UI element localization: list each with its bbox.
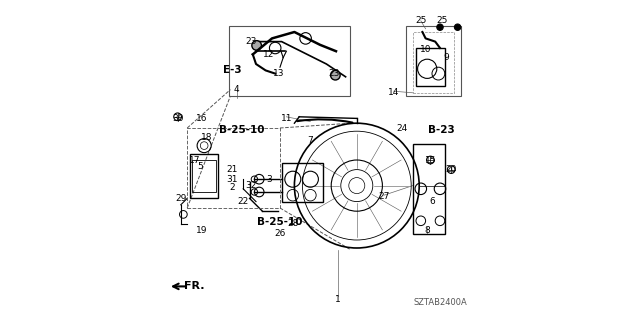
Bar [406, 26, 461, 96]
Bar [416, 48, 445, 86]
Text: 5: 5 [197, 162, 203, 171]
Circle shape [331, 70, 340, 80]
Circle shape [437, 24, 443, 30]
Text: 11: 11 [281, 114, 292, 123]
Text: 18: 18 [201, 133, 212, 142]
Text: B-25-10: B-25-10 [257, 217, 303, 228]
Text: 15: 15 [425, 156, 436, 164]
Text: 6: 6 [429, 197, 435, 206]
Text: 16: 16 [196, 114, 207, 123]
Text: 28: 28 [287, 220, 298, 228]
Text: 24: 24 [396, 124, 407, 132]
Text: 3: 3 [266, 175, 271, 184]
Text: 25: 25 [415, 16, 426, 25]
Text: B-23: B-23 [428, 124, 454, 135]
Text: 19: 19 [196, 226, 207, 235]
Text: B-25-10: B-25-10 [219, 124, 264, 135]
Text: 17: 17 [189, 156, 201, 164]
Text: 26: 26 [275, 229, 285, 238]
Circle shape [454, 24, 461, 30]
Text: FR.: FR. [184, 281, 205, 292]
Bar [282, 163, 323, 202]
Text: 25: 25 [436, 16, 447, 25]
Text: 13: 13 [273, 69, 284, 78]
Text: 21: 21 [227, 165, 237, 174]
Text: 32: 32 [246, 181, 257, 190]
Text: 14: 14 [388, 88, 399, 97]
Bar [192, 160, 216, 192]
Text: E-3: E-3 [223, 65, 241, 76]
Bar [191, 154, 218, 198]
Text: SZTAB2400A: SZTAB2400A [413, 298, 467, 307]
Text: 7: 7 [308, 136, 313, 145]
Text: 8: 8 [424, 226, 430, 235]
Text: 27: 27 [378, 192, 390, 201]
Text: 4: 4 [234, 85, 239, 94]
Text: 10: 10 [420, 45, 431, 54]
Text: 2: 2 [229, 183, 235, 192]
Text: 23: 23 [329, 69, 340, 78]
Text: 30: 30 [172, 114, 183, 123]
Text: 9: 9 [444, 53, 449, 62]
Bar [413, 144, 445, 234]
Text: 22: 22 [237, 197, 249, 206]
Circle shape [252, 41, 262, 50]
Text: 1: 1 [335, 295, 340, 304]
Text: 20: 20 [445, 165, 457, 174]
Bar [229, 26, 351, 96]
Text: 12: 12 [263, 50, 275, 59]
Text: 31: 31 [227, 175, 237, 184]
Text: 29: 29 [175, 194, 186, 203]
Text: 23: 23 [246, 37, 257, 46]
Bar [413, 32, 454, 93]
